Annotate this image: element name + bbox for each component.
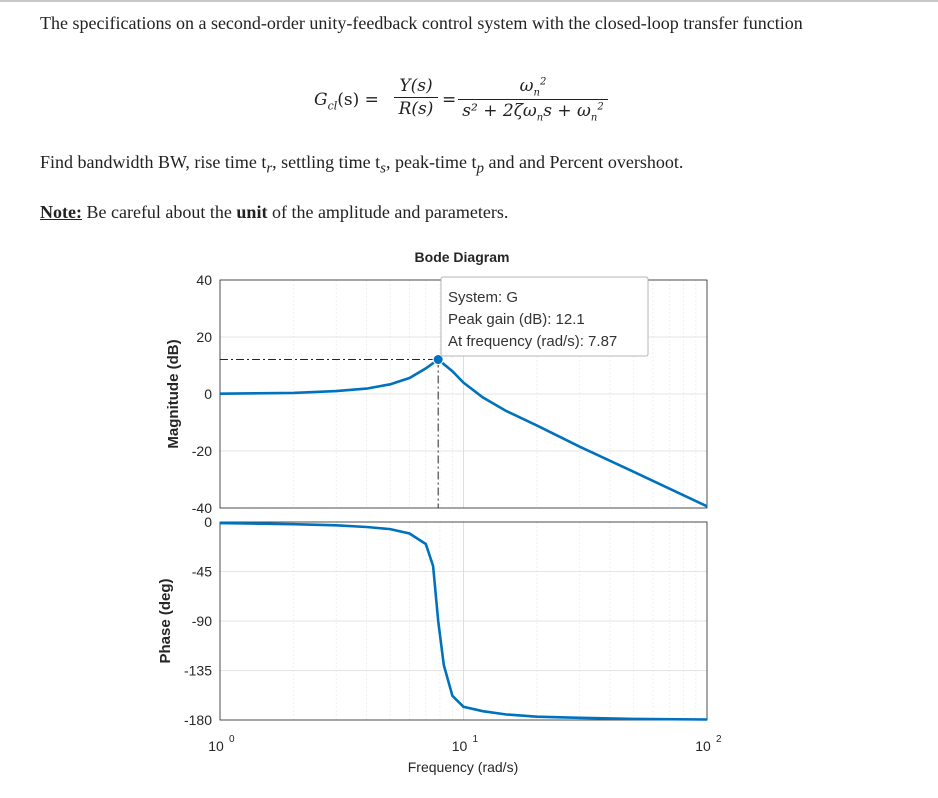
magnitude-tick-label: -20 — [192, 443, 212, 459]
top-divider — [0, 0, 938, 2]
magnitude-grid — [219, 279, 708, 509]
magnitude-tick-label: -40 — [192, 500, 212, 516]
datatip-background — [440, 276, 649, 357]
frequency-tick-exponent: 0 — [229, 734, 235, 745]
fraction-second-order-bar — [458, 99, 608, 101]
fraction-second-order: ωn2 s² + 2ζωns + ωn2 — [458, 76, 608, 124]
omega-subscript: n — [533, 87, 540, 99]
find-mid-2: , peak-time t — [386, 152, 477, 172]
equation-lhs: Gcl(s) = — [314, 90, 379, 112]
frequency-tick-label: 10 — [695, 738, 711, 754]
omega-superscript: 2 — [539, 76, 547, 88]
fraction-yr-denominator: R(s) — [398, 99, 434, 119]
note-text-1: Be careful about the — [81, 202, 237, 222]
note-bold-unit: unit — [236, 202, 268, 222]
phase-tick-label: -45 — [192, 564, 212, 580]
phase-tick-label: -180 — [184, 712, 212, 728]
magnitude-tick-label: 20 — [196, 329, 212, 345]
datatip-box[interactable]: System: G Peak gain (dB): 12.1 At freque… — [440, 276, 649, 357]
frequency-tick-label: 10 — [208, 738, 224, 754]
lhs-argument: (s) = — [337, 90, 379, 110]
datatip-line-system: System: G — [448, 289, 518, 306]
phase-axis-label: Phase (deg) — [157, 578, 174, 663]
phase-tick-label: -135 — [184, 663, 212, 679]
find-end: and and Percent overshoot. — [483, 152, 684, 172]
note-label: Note: — [40, 202, 82, 222]
find-sub-p: p — [476, 160, 484, 177]
frequency-tick-exponent: 2 — [716, 734, 722, 745]
fraction-second-order-numerator: ωn2 — [458, 76, 608, 98]
den-part-2: s + ω — [543, 101, 591, 122]
omega-symbol: ω — [519, 76, 534, 96]
equation-equals: = — [442, 90, 457, 110]
frequency-axis-label: Frequency (rad/s) — [408, 759, 518, 775]
find-sub-r: r — [266, 160, 273, 177]
magnitude-tick-label: 40 — [196, 272, 212, 288]
fraction-yr-numerator: Y(s) — [399, 76, 433, 96]
datatip-line-peak-gain: Peak gain (dB): 12.1 — [448, 311, 585, 328]
den-superscript-2: 2 — [597, 101, 604, 113]
phase-tick-label: 0 — [204, 514, 212, 530]
den-part-1: s² + 2ζω — [462, 101, 537, 122]
find-statement: Find bandwidth BW, rise time tr, settlin… — [40, 152, 683, 178]
note-text-2: of the amplitude and parameters. — [267, 202, 509, 222]
magnitude-tick-labels: 40 20 0 -20 -40 — [192, 272, 212, 516]
den-subscript-1: n — [536, 112, 544, 124]
phase-grid — [219, 521, 708, 721]
den-subscript-2: n — [590, 112, 598, 124]
magnitude-tick-label: 0 — [204, 386, 212, 402]
phase-series-line — [219, 521, 708, 721]
note-statement: Note: Be careful about the unit of the a… — [40, 202, 508, 223]
magnitude-series-line — [219, 357, 708, 508]
find-mid-1: , settling time t — [272, 152, 381, 172]
frequency-tick-labels: 10 0 10 1 10 2 — [208, 734, 722, 754]
phase-tick-label: -90 — [192, 613, 212, 629]
find-sub-s: s — [380, 160, 387, 177]
find-text: Find bandwidth BW, rise time t — [40, 152, 267, 172]
peak-guide-lines — [220, 359, 439, 508]
datatip-line-frequency: At frequency (rad/s): 7.87 — [448, 333, 617, 350]
phase-tick-labels: 0 -45 -90 -135 -180 — [184, 514, 212, 728]
chart-title: Bode Diagram — [415, 249, 510, 265]
lhs-symbol: G — [314, 90, 328, 110]
fraction-second-order-denominator: s² + 2ζωns + ωn2 — [458, 101, 608, 123]
peak-datatip-marker[interactable] — [432, 354, 444, 366]
problem-intro: The specifications on a second-order uni… — [40, 13, 803, 33]
frequency-tick-exponent: 1 — [473, 734, 479, 745]
fraction-yr: Y(s) R(s) — [394, 76, 438, 119]
phase-axes-box — [219, 521, 708, 721]
magnitude-axis-label: Magnitude (dB) — [165, 339, 182, 448]
frequency-tick-label: 10 — [452, 738, 468, 754]
lhs-subscript: cl — [327, 99, 338, 113]
fraction-yr-bar — [394, 97, 438, 98]
